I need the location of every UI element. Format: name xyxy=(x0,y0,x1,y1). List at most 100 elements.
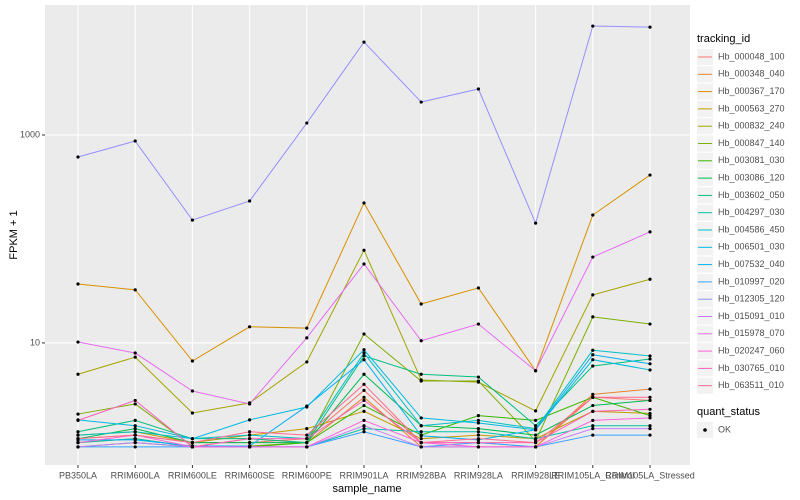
data-point xyxy=(190,445,194,449)
x-tick-label: RRIM928LE xyxy=(511,470,560,480)
data-point xyxy=(248,437,252,441)
data-point xyxy=(248,445,252,449)
data-point xyxy=(248,402,252,406)
x-tick-label: RRIM928BA xyxy=(396,470,446,480)
data-point xyxy=(534,437,538,441)
x-tick-label: RRIM928LA xyxy=(454,470,503,480)
data-point xyxy=(362,409,366,413)
legend-label: OK xyxy=(718,424,731,434)
data-point xyxy=(591,392,595,396)
data-point xyxy=(362,418,366,422)
data-point xyxy=(534,369,538,373)
data-point xyxy=(362,40,366,44)
data-point xyxy=(648,433,652,437)
data-point xyxy=(305,445,309,449)
data-point xyxy=(591,315,595,319)
data-point xyxy=(190,389,194,393)
data-point xyxy=(362,354,366,358)
legend-label: Hb_004586_450 xyxy=(718,224,785,234)
y-tick-label: 10 xyxy=(30,337,40,347)
data-point xyxy=(476,418,480,422)
data-point xyxy=(362,403,366,408)
data-point xyxy=(476,375,480,379)
data-point xyxy=(362,332,366,336)
x-tick-label: RRIM105LA_Stressed xyxy=(605,470,695,480)
data-point xyxy=(476,430,480,434)
data-point xyxy=(648,362,652,366)
data-point xyxy=(419,302,423,306)
data-point xyxy=(648,424,652,428)
data-point xyxy=(76,155,80,159)
data-point xyxy=(419,379,423,383)
y-tick-label: 1000 xyxy=(20,129,40,139)
data-point xyxy=(362,262,366,266)
data-point xyxy=(362,395,366,399)
x-tick-label: RRIM105LA_Control xyxy=(551,470,634,480)
data-point xyxy=(591,418,595,422)
data-point xyxy=(591,213,595,217)
x-tick-label: PB350LA xyxy=(59,470,97,480)
legend-label: Hb_000367_170 xyxy=(718,86,785,96)
data-point xyxy=(133,445,137,449)
data-point xyxy=(190,411,194,415)
data-point xyxy=(133,139,137,143)
data-point xyxy=(76,412,80,416)
data-point xyxy=(248,325,252,329)
data-point xyxy=(534,428,538,432)
data-point xyxy=(419,100,423,104)
data-point xyxy=(133,438,137,442)
data-point xyxy=(476,286,480,290)
legend-label: Hb_003086_120 xyxy=(718,172,785,182)
data-point xyxy=(648,173,652,177)
data-point xyxy=(534,409,538,413)
data-point xyxy=(591,433,595,437)
data-point xyxy=(133,402,137,406)
data-point xyxy=(648,322,652,326)
legend-label: Hb_030765_010 xyxy=(718,363,785,373)
data-point xyxy=(190,441,194,445)
legend-label: Hb_015091_010 xyxy=(718,311,785,321)
data-point xyxy=(76,441,80,445)
data-point xyxy=(419,372,423,376)
data-point xyxy=(591,358,595,362)
data-point xyxy=(648,407,652,411)
x-tick-label: RRIM600LE xyxy=(168,470,217,480)
legend-label: Hb_003602_050 xyxy=(718,190,785,200)
legend-label: Hb_007532_040 xyxy=(718,259,785,269)
data-point xyxy=(362,248,366,252)
data-point xyxy=(76,418,80,422)
y-axis-title: FPKM + 1 xyxy=(8,210,20,259)
data-point xyxy=(362,201,366,205)
data-point xyxy=(419,424,423,428)
data-point xyxy=(591,24,595,28)
data-point xyxy=(190,437,194,441)
data-point xyxy=(133,430,137,434)
data-point xyxy=(534,221,538,225)
data-point xyxy=(305,121,309,125)
data-point xyxy=(591,395,595,399)
data-point xyxy=(133,433,137,437)
data-point xyxy=(305,404,309,408)
legend-label: Hb_000348_040 xyxy=(718,69,785,79)
legend-label: Hb_020247_060 xyxy=(718,345,785,355)
data-point xyxy=(648,354,652,358)
data-point xyxy=(76,433,80,437)
data-point xyxy=(248,199,252,203)
data-point xyxy=(476,379,480,383)
data-point xyxy=(419,445,423,449)
data-point xyxy=(362,427,366,431)
data-point xyxy=(76,340,80,344)
data-point xyxy=(476,433,480,437)
data-point xyxy=(648,387,652,391)
data-point xyxy=(648,398,652,403)
data-point xyxy=(76,282,80,286)
data-point xyxy=(305,427,309,431)
legend-label: Hb_000048_100 xyxy=(718,51,785,61)
data-point xyxy=(648,416,652,420)
data-point xyxy=(591,403,595,408)
data-point xyxy=(591,364,595,368)
data-point xyxy=(476,421,480,425)
legend-label: Hb_000563_270 xyxy=(718,103,785,113)
x-tick-label: RRIM600LA xyxy=(111,470,160,480)
data-point xyxy=(190,359,194,363)
